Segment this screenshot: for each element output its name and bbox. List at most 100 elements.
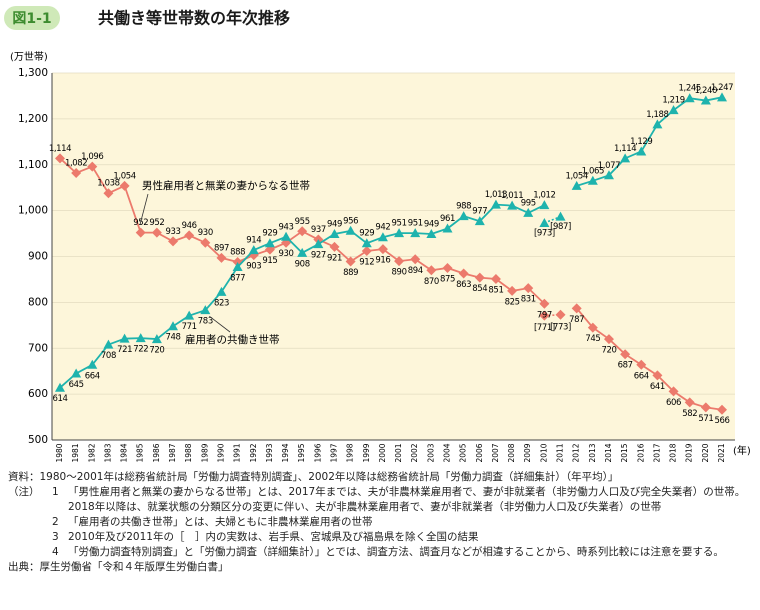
point — [329, 241, 340, 252]
point — [571, 303, 582, 314]
point — [652, 370, 663, 381]
value-label: 988 — [456, 202, 471, 212]
figure-label: 図1-1 — [12, 11, 51, 27]
point — [684, 93, 695, 103]
x-tick-label: 1987 — [168, 443, 177, 462]
x-tick-label: 1996 — [313, 443, 322, 462]
x-tick-label: 1982 — [87, 443, 96, 462]
x-tick-label: 1986 — [152, 443, 161, 462]
point — [87, 359, 98, 369]
point — [555, 309, 566, 320]
note-text: 「男性雇用者と無業の妻からなる世帯」とは、2017年までは、夫が非農林業雇用者で… — [68, 486, 746, 513]
x-tick-label: 1991 — [233, 443, 242, 462]
x-tick-label: 2020 — [701, 443, 710, 462]
x-tick-label: 2019 — [685, 443, 694, 462]
value-label: [987] — [550, 222, 571, 232]
point — [700, 95, 711, 105]
point — [426, 265, 437, 276]
y-tick-label: 1,100 — [18, 159, 48, 171]
y-tick-label: 1,200 — [18, 113, 48, 125]
point — [200, 237, 211, 248]
point — [345, 256, 356, 267]
value-label: 1,129 — [630, 137, 652, 147]
value-label: 930 — [279, 249, 294, 259]
value-label: 942 — [375, 223, 390, 233]
value-label: 851 — [488, 285, 503, 295]
chart: 図1-1 共働き等世帯数の年次推移 (万世帯) (年) 500 600 700 800… — [4, 6, 751, 463]
point — [571, 180, 582, 190]
value-label: 921 — [327, 253, 342, 263]
point — [507, 285, 518, 296]
notes: 資料：1980～2001年は総務省統計局「労働力調査特別調査」、2002年以降は… — [8, 470, 753, 575]
point — [103, 188, 114, 199]
point — [717, 92, 727, 102]
value-label: 916 — [375, 256, 390, 266]
note-text: 「労働力調査特別調査」と「労働力調査（詳細集計）」とでは、調査方法、調査月などが… — [68, 546, 724, 558]
note-number: 4 — [52, 546, 59, 558]
point — [103, 339, 114, 349]
value-label: 952 — [149, 218, 164, 228]
value-label: 877 — [230, 274, 245, 284]
value-label: 889 — [343, 268, 358, 278]
point — [442, 223, 453, 233]
x-tick-label: 2000 — [378, 443, 387, 462]
point — [281, 231, 292, 241]
x-tick-label: 2013 — [588, 443, 597, 462]
value-label: [773] — [550, 322, 571, 332]
point — [587, 322, 598, 333]
x-tick-label: 2018 — [669, 443, 678, 462]
value-label: 687 — [618, 361, 633, 371]
value-label: 854 — [472, 284, 487, 294]
x-tick-label: 1993 — [265, 443, 274, 462]
point — [361, 245, 372, 256]
y-tick-label: 800 — [28, 296, 48, 308]
notes-label — [8, 545, 52, 560]
point — [329, 229, 340, 239]
y-tick-label: 1,300 — [18, 67, 48, 79]
x-tick-label: 2001 — [394, 443, 403, 462]
point — [297, 247, 308, 257]
point — [555, 211, 566, 221]
x-tick-label: 2014 — [604, 443, 613, 462]
note-number: 1 — [52, 486, 59, 498]
point — [603, 170, 614, 180]
point — [394, 256, 405, 267]
point — [668, 105, 679, 115]
x-tick-label: 1999 — [362, 443, 371, 462]
y-tick-label: 500 — [28, 434, 48, 446]
value-label: 571 — [698, 414, 713, 424]
notes-label: （注） — [8, 486, 40, 498]
value-label: 894 — [408, 266, 423, 276]
x-tick-label: 1985 — [136, 443, 145, 462]
value-label: 949 — [424, 220, 439, 230]
x-tick-label: 1984 — [120, 443, 129, 462]
point — [587, 175, 598, 185]
value-label: 1,219 — [662, 96, 684, 106]
x-tick-label: 1989 — [200, 443, 209, 462]
value-label: 748 — [166, 333, 181, 343]
point — [55, 382, 65, 392]
point — [168, 321, 179, 331]
value-label: [771] — [534, 323, 555, 333]
chart-title: 共働き等世帯数の年次推移 — [98, 9, 290, 28]
point — [119, 333, 130, 343]
value-label: 890 — [392, 268, 407, 278]
point — [55, 153, 65, 164]
point — [184, 230, 195, 241]
value-label: 1,082 — [65, 159, 87, 169]
value-label: 1,245 — [679, 84, 701, 94]
notes-label — [8, 515, 52, 530]
point — [248, 245, 259, 255]
value-label: 875 — [440, 274, 455, 284]
x-unit: (年) — [733, 444, 751, 457]
value-label: 641 — [650, 382, 665, 392]
point — [394, 228, 405, 238]
point — [232, 262, 243, 272]
x-tick-label: 2016 — [636, 443, 645, 462]
point — [264, 238, 275, 248]
value-label: 664 — [634, 371, 649, 381]
series-annotation: 男性雇用者と無業の妻からなる世帯 — [142, 179, 310, 192]
point — [377, 232, 388, 242]
value-label: 708 — [101, 351, 116, 361]
